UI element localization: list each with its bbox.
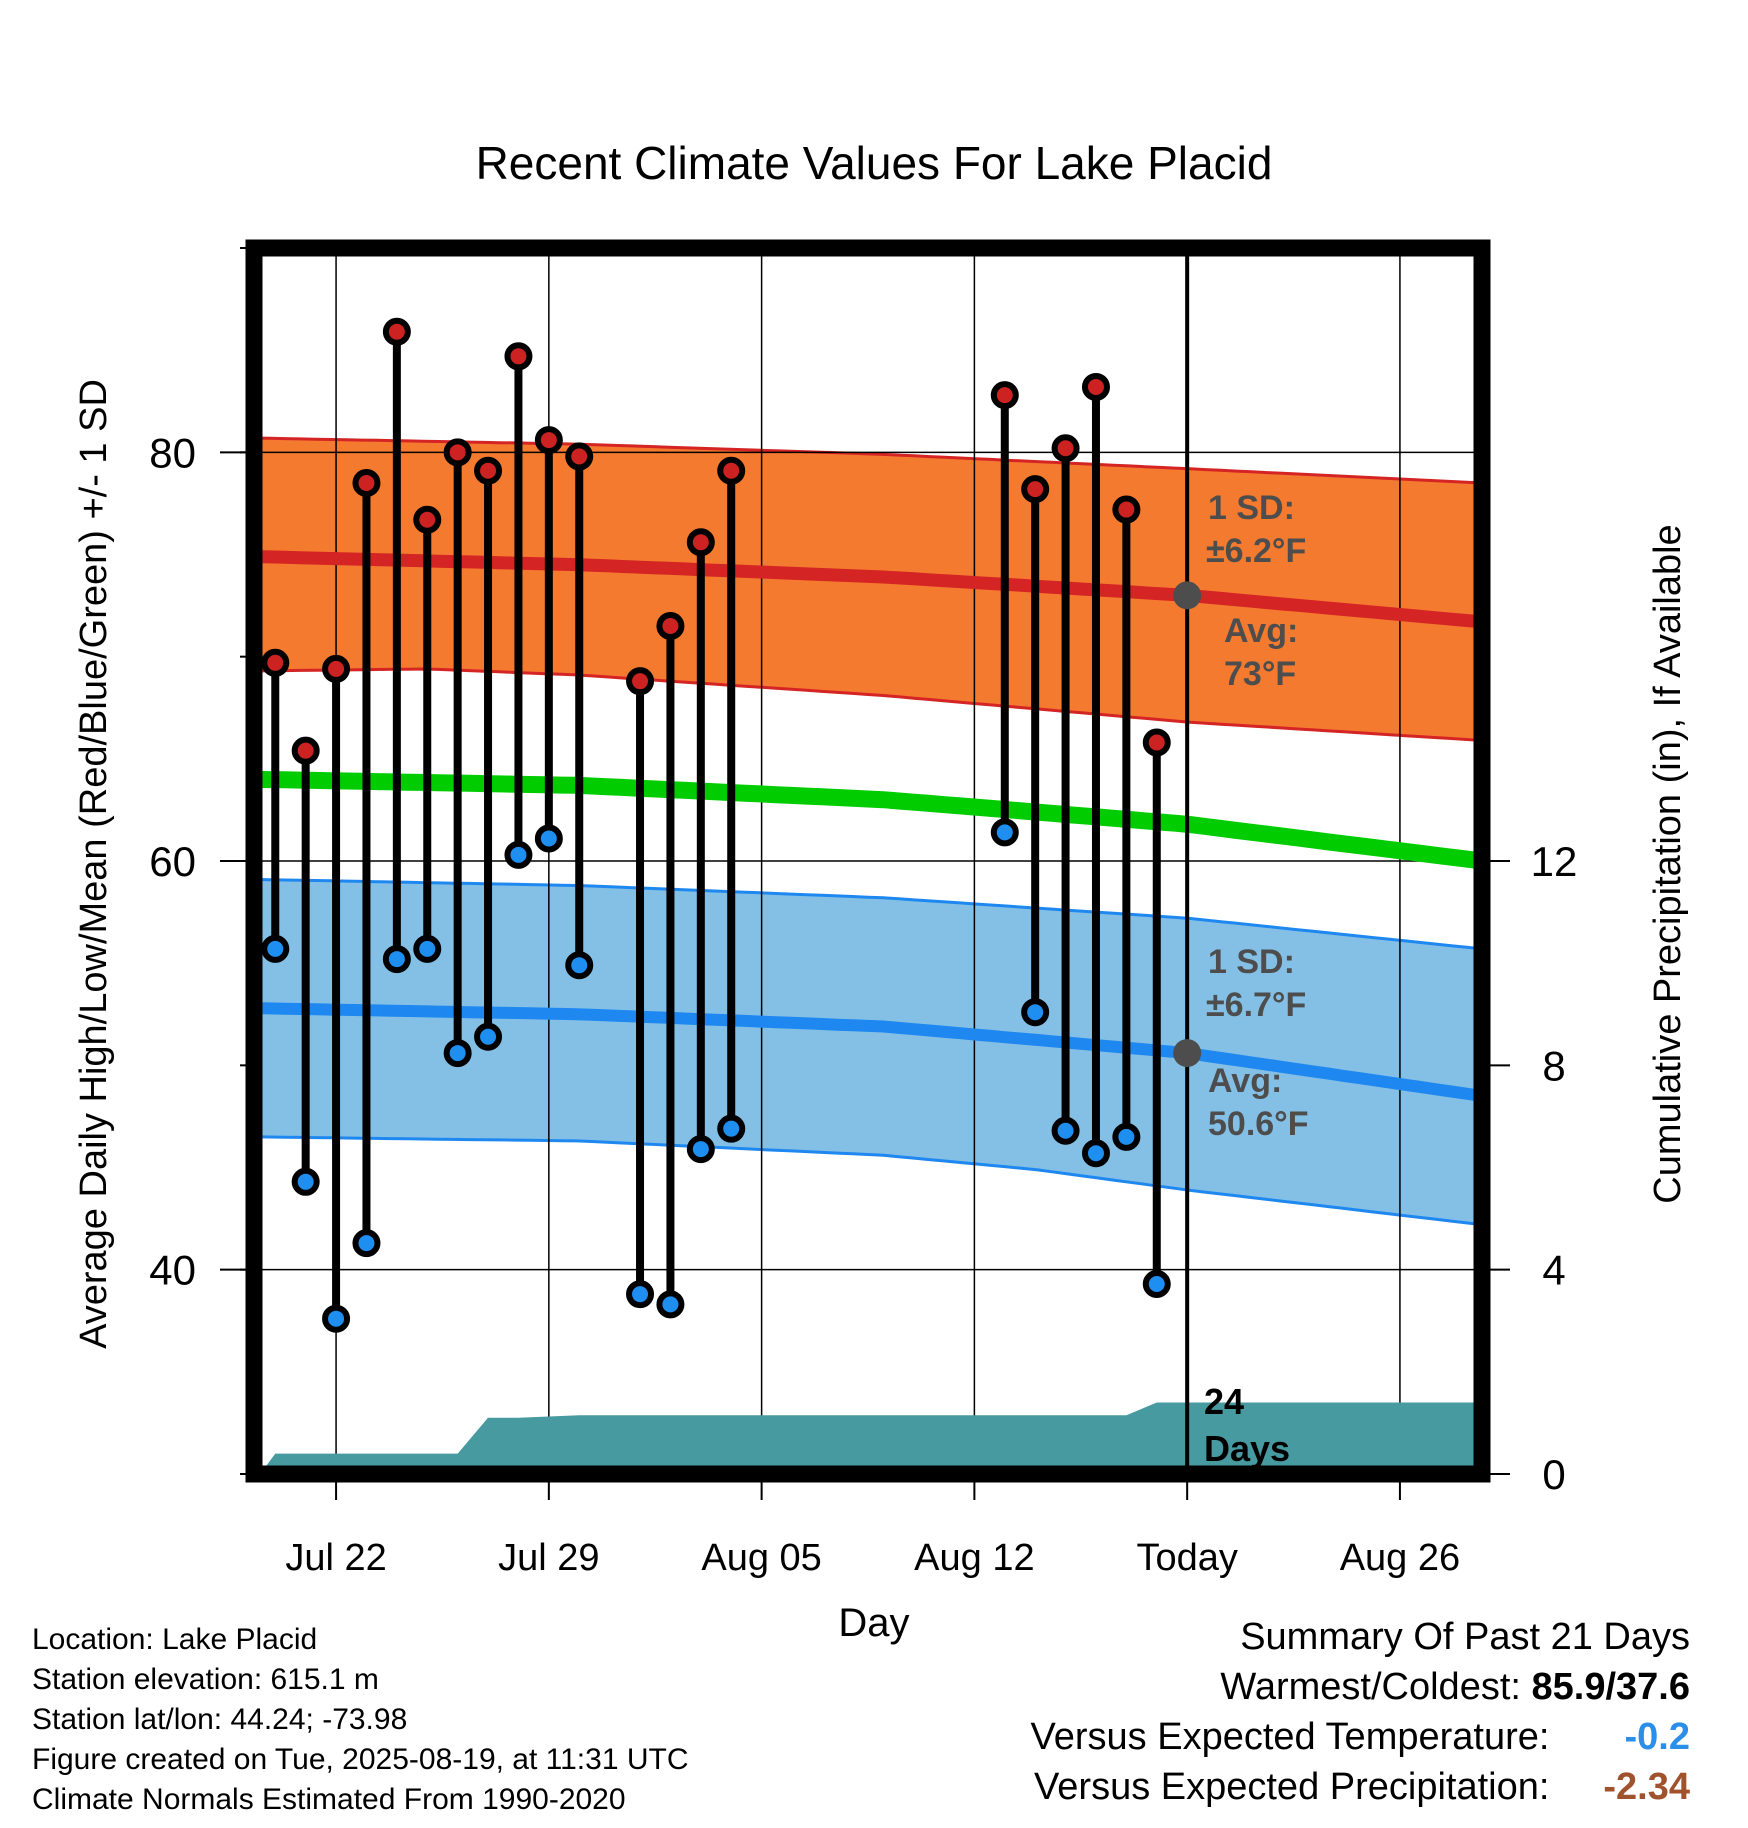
obs-high-point (1021, 475, 1050, 504)
obs-low-point (656, 1290, 685, 1319)
obs-low-point (1142, 1269, 1171, 1298)
y-left-tick-label: 60 (149, 838, 196, 885)
obs-low-point (291, 1167, 320, 1196)
warmest-label: Warmest/Coldest: (1220, 1666, 1521, 1708)
x-tick-label: Aug 12 (914, 1537, 1034, 1579)
y-left-tick-label: 40 (149, 1247, 196, 1294)
obs-high-point (990, 381, 1019, 410)
warmest-value: 85.9/37.6 (1531, 1666, 1690, 1708)
y-axis-label-left: Average Daily High/Low/Mean (Red/Blue/Gr… (73, 379, 115, 1349)
temp-anomaly-label: Versus Expected Temperature: (1030, 1716, 1550, 1758)
precip-anomaly-value: -2.34 (1603, 1766, 1690, 1808)
obs-high-point (1051, 434, 1080, 463)
obs-low-point (261, 934, 290, 963)
x-axis-label: Day (838, 1601, 909, 1645)
today-low-normal-marker (1173, 1039, 1202, 1068)
obs-high-point (686, 528, 715, 557)
station-metadata: Location: Lake Placid Station elevation:… (32, 1620, 689, 1820)
obs-high-point (717, 456, 746, 485)
y-right-tick-label: 4 (1542, 1247, 1565, 1294)
precip-days-count: 24 (1204, 1381, 1244, 1422)
obs-high-point (474, 456, 503, 485)
obs-high-point (291, 736, 320, 765)
y-left-tick-label: 80 (149, 429, 196, 476)
elevation-text: Station elevation: 615.1 m (32, 1663, 379, 1696)
obs-low-point (443, 1039, 472, 1068)
summary-precip-row: Versus Expected Precipitation: -2.34 (1031, 1762, 1690, 1812)
obs-low-point (1021, 998, 1050, 1027)
obs-high-point (534, 426, 563, 455)
obs-high-point (504, 342, 533, 371)
mean-normal-line (253, 770, 1484, 870)
x-tick-label: Jul 29 (498, 1537, 599, 1579)
obs-low-point (413, 934, 442, 963)
high-sd-label: 1 SD: (1208, 489, 1295, 527)
x-tick-label: Jul 22 (285, 1537, 386, 1579)
plot-area: 1 SD: ±6.2°F Avg: 73°F 1 SD: ±6.7°F Avg: 50.6°F… (149, 239, 1578, 1579)
y-right-tick-label: 0 (1542, 1451, 1565, 1498)
location-text: Location: Lake Placid (32, 1623, 318, 1656)
x-tick-label: Aug 26 (1340, 1537, 1460, 1579)
obs-high-point (1142, 728, 1171, 757)
obs-low-point (1051, 1116, 1080, 1145)
high-avg-value: 73°F (1224, 655, 1296, 693)
low-sd-band (254, 879, 1482, 1225)
obs-low-point (1112, 1122, 1141, 1151)
obs-high-point (352, 468, 381, 497)
low-sd-value: ±6.7°F (1206, 986, 1306, 1024)
latlon-text: Station lat/lon: 44.24; -73.98 (32, 1703, 408, 1736)
obs-low-point (565, 951, 594, 980)
low-avg-value: 50.6°F (1208, 1105, 1309, 1143)
x-tick-label: Today (1136, 1537, 1237, 1579)
obs-high-point (1112, 495, 1141, 524)
x-tick-label: Aug 05 (701, 1537, 821, 1579)
obs-low-point (686, 1135, 715, 1164)
summary-temp-row: Versus Expected Temperature: -0.2 (1031, 1712, 1690, 1762)
low-avg-label: Avg: (1208, 1062, 1282, 1100)
obs-low-point (322, 1304, 351, 1333)
summary-warmest-row: Warmest/Coldest: 85.9/37.6 (1031, 1662, 1690, 1712)
obs-high-point (322, 654, 351, 683)
normals-text: Climate Normals Estimated From 1990-2020 (32, 1783, 626, 1816)
created-text: Figure created on Tue, 2025-08-19, at 11… (32, 1743, 689, 1776)
today-high-normal-marker (1173, 581, 1202, 610)
low-band-lower-edge (253, 1135, 1483, 1227)
obs-high-point (413, 505, 442, 534)
precip-days-unit: Days (1204, 1428, 1290, 1469)
precip-anomaly-label: Versus Expected Precipitation: (1034, 1766, 1550, 1808)
low-sd-label: 1 SD: (1208, 943, 1295, 981)
obs-high-point (656, 612, 685, 641)
summary-title: Summary Of Past 21 Days (1240, 1616, 1690, 1658)
obs-low-point (990, 818, 1019, 847)
obs-low-point (1081, 1139, 1110, 1168)
y-right-tick-label: 8 (1542, 1042, 1565, 1089)
obs-low-point (382, 945, 411, 974)
obs-high-point (443, 438, 472, 467)
obs-low-point (534, 824, 563, 853)
obs-low-point (717, 1114, 746, 1143)
obs-high-point (261, 648, 290, 677)
temp-anomaly-value: -0.2 (1624, 1716, 1690, 1758)
obs-high-point (565, 442, 594, 471)
obs-high-point (626, 667, 655, 696)
high-avg-label: Avg: (1224, 612, 1298, 650)
chart-title: Recent Climate Values For Lake Placid (476, 137, 1273, 189)
precip-area (260, 1402, 1482, 1474)
obs-low-point (474, 1022, 503, 1051)
high-sd-value: ±6.2°F (1206, 532, 1306, 570)
obs-low-point (352, 1229, 381, 1258)
obs-high-point (1081, 372, 1110, 401)
obs-low-point (626, 1280, 655, 1309)
obs-high-point (382, 317, 411, 346)
obs-low-point (504, 840, 533, 869)
summary-panel: Summary Of Past 21 Days Warmest/Coldest:… (1031, 1612, 1690, 1812)
high-sd-band (254, 438, 1482, 741)
y-axis-label-right: Cumulative Precipitation (in), If Availa… (1647, 524, 1689, 1203)
y-right-tick-label: 12 (1531, 838, 1578, 885)
